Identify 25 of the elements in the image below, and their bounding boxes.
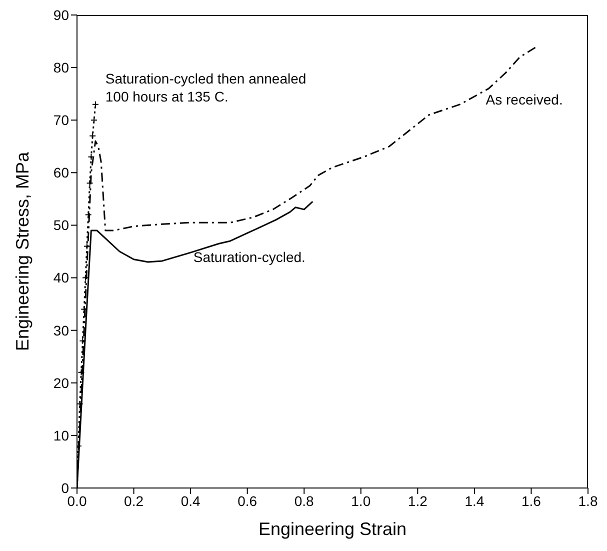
x-tick-label: 0.4 bbox=[180, 492, 200, 509]
annotation: Saturation-cycled. bbox=[193, 249, 306, 266]
y-tick-label: 60 bbox=[53, 164, 70, 181]
y-tick-label: 40 bbox=[53, 270, 70, 286]
x-axis-title: Engineering Strain bbox=[258, 519, 407, 539]
y-tick-label: 90 bbox=[53, 6, 70, 23]
x-tick-label: 1.2 bbox=[408, 492, 428, 509]
x-tick-label: 1.8 bbox=[578, 492, 598, 509]
x-tick-label: 1.0 bbox=[351, 492, 371, 509]
y-tick-label: 20 bbox=[53, 374, 70, 391]
x-tick-label: 1.4 bbox=[464, 492, 484, 509]
annotation: As received. bbox=[486, 91, 563, 108]
y-tick-label: 0 bbox=[61, 480, 70, 496]
y-axis-title: Engineering Stress, MPa bbox=[12, 150, 32, 352]
y-tick-label: 30 bbox=[53, 322, 70, 338]
y-tick-label: 10 bbox=[53, 427, 70, 444]
x-tick-label: 0.2 bbox=[124, 492, 144, 509]
y-tick-label: 50 bbox=[53, 217, 70, 234]
y-tick-label: 80 bbox=[53, 60, 70, 76]
x-tick-label: 0.6 bbox=[238, 492, 258, 509]
x-tick-label: 0.8 bbox=[294, 492, 314, 509]
x-tick-label: 0.0 bbox=[67, 492, 87, 509]
x-tick-label: 1.6 bbox=[521, 492, 542, 509]
y-tick-label: 70 bbox=[53, 112, 70, 128]
annotation: Saturation-cycled then annealed 100 hours at 135 C. bbox=[105, 70, 306, 104]
